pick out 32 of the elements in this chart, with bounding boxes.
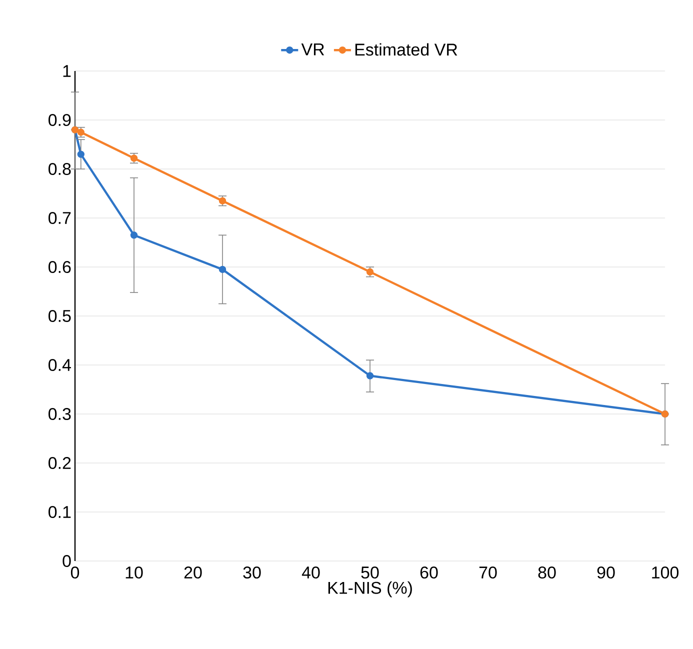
y-tick-label: 0.3	[48, 408, 71, 420]
x-tick-label: 60	[420, 566, 438, 579]
y-tick-label: 0.1	[48, 506, 71, 518]
y-tick-label: 0.5	[48, 310, 71, 322]
y-tick-label: 0.2	[48, 456, 71, 470]
y-tick-label: 0.6	[48, 260, 71, 274]
y-tick-label: 0.7	[48, 212, 71, 224]
x-tick-label: 0	[70, 566, 80, 579]
x-tick-label: 70	[479, 566, 497, 579]
point	[218, 266, 226, 274]
x-tick-label: 10	[126, 566, 143, 579]
x-tick-label: 100	[652, 566, 679, 579]
x-tick-label: 20	[184, 566, 202, 579]
point	[366, 372, 374, 380]
y-tick-label: 0.9	[48, 114, 71, 126]
x-tick-label: 50	[361, 566, 379, 579]
y-tick-label: 0	[62, 554, 71, 568]
point	[130, 232, 138, 239]
point	[130, 154, 138, 162]
x-tick-label: 40	[302, 566, 320, 579]
y-tick-label: 0.8	[48, 162, 71, 176]
y-tick-label: 1	[63, 65, 71, 77]
point	[218, 197, 226, 204]
x-tick-label: 80	[538, 566, 556, 579]
x-axis-title: K1-NIS (%)	[328, 581, 412, 598]
legend-label: VR	[301, 44, 324, 56]
y-tick-label: 0.4	[48, 358, 71, 372]
point	[77, 150, 84, 158]
x-tick-label: 30	[243, 566, 261, 579]
legend-label: Estimated VR	[355, 43, 458, 56]
x-tick-label: 90	[597, 566, 615, 579]
point	[366, 268, 374, 276]
